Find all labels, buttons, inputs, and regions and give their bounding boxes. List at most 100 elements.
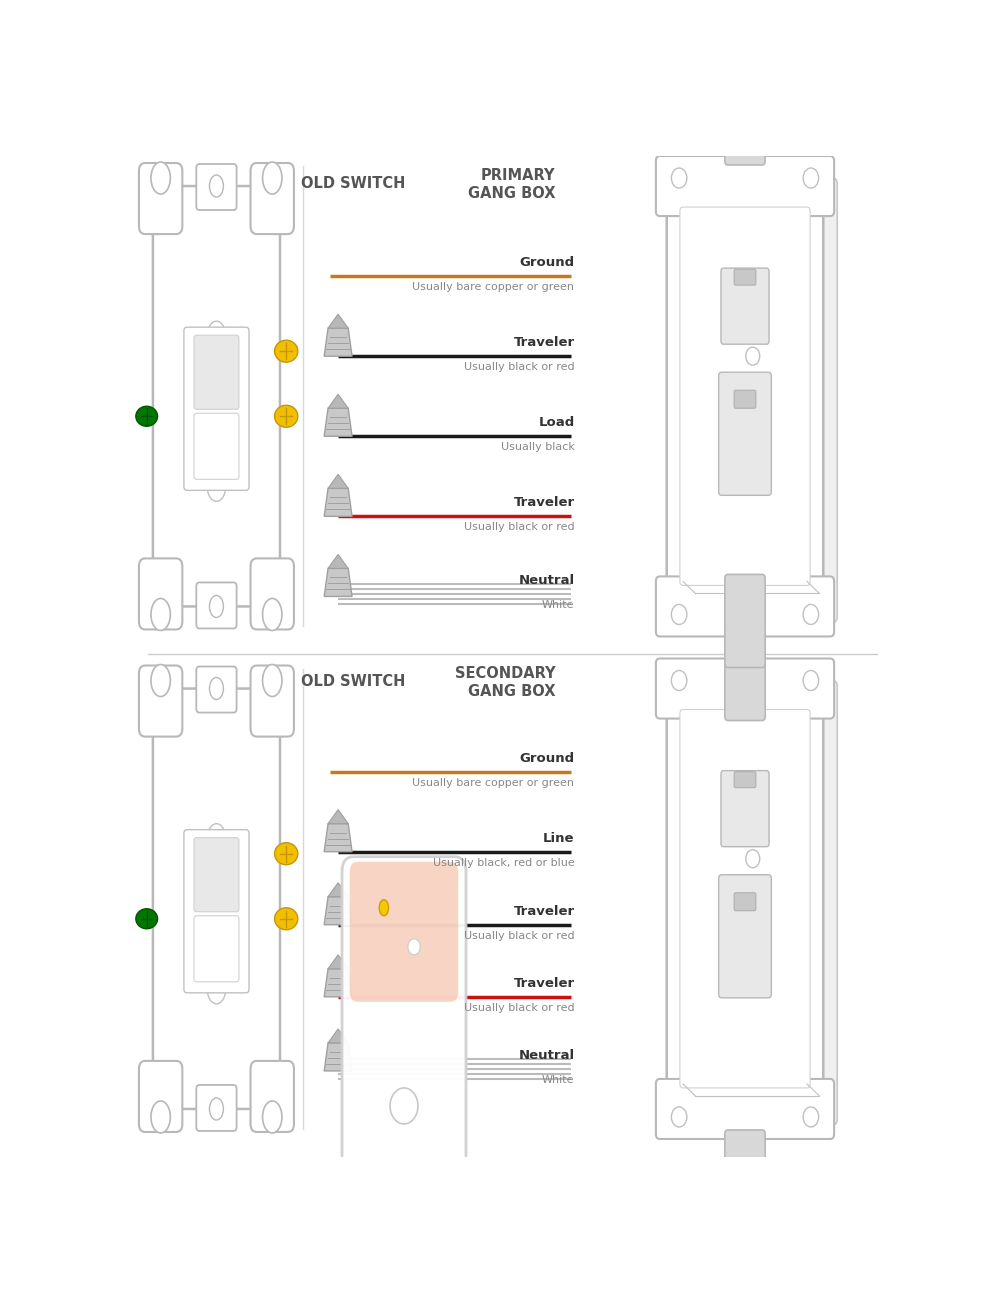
Circle shape — [390, 1088, 418, 1124]
FancyBboxPatch shape — [656, 156, 834, 216]
FancyBboxPatch shape — [656, 659, 834, 719]
Text: Traveler: Traveler — [513, 905, 574, 918]
Text: White: White — [542, 601, 574, 611]
Text: Traveler: Traveler — [513, 497, 574, 510]
Polygon shape — [324, 408, 352, 437]
Text: Usually black or red: Usually black or red — [464, 523, 574, 533]
FancyBboxPatch shape — [196, 164, 237, 211]
Ellipse shape — [151, 162, 170, 194]
FancyBboxPatch shape — [194, 413, 239, 480]
Circle shape — [803, 671, 819, 690]
Ellipse shape — [209, 1098, 223, 1121]
FancyBboxPatch shape — [734, 269, 756, 285]
Text: Traveler: Traveler — [513, 976, 574, 989]
Ellipse shape — [263, 162, 282, 194]
Text: Usually black or red: Usually black or red — [464, 931, 574, 941]
Ellipse shape — [263, 598, 282, 630]
Ellipse shape — [151, 1101, 170, 1134]
FancyBboxPatch shape — [725, 72, 765, 165]
Ellipse shape — [275, 842, 298, 864]
Text: OLD SWITCH: OLD SWITCH — [301, 176, 406, 191]
Polygon shape — [324, 897, 352, 924]
Text: Usually black, red or blue: Usually black, red or blue — [433, 858, 574, 867]
FancyBboxPatch shape — [342, 857, 466, 1187]
FancyBboxPatch shape — [139, 162, 182, 234]
Circle shape — [671, 671, 687, 690]
Text: Ground: Ground — [519, 256, 574, 269]
Text: Neutral: Neutral — [518, 575, 574, 588]
FancyBboxPatch shape — [139, 666, 182, 737]
Circle shape — [803, 168, 819, 188]
Polygon shape — [328, 394, 348, 408]
Text: Line: Line — [543, 832, 574, 845]
FancyBboxPatch shape — [196, 582, 237, 628]
Text: Usually bare copper or green: Usually bare copper or green — [413, 777, 574, 788]
FancyBboxPatch shape — [251, 1061, 294, 1132]
FancyBboxPatch shape — [196, 667, 237, 712]
Polygon shape — [324, 1043, 352, 1071]
Circle shape — [746, 959, 760, 978]
FancyBboxPatch shape — [153, 186, 280, 606]
FancyBboxPatch shape — [681, 680, 837, 1124]
Circle shape — [746, 458, 760, 476]
Text: Traveler: Traveler — [513, 337, 574, 350]
FancyBboxPatch shape — [196, 1086, 237, 1131]
Text: Ground: Ground — [519, 751, 574, 764]
Polygon shape — [324, 968, 352, 997]
Text: Usually black or red: Usually black or red — [464, 363, 574, 372]
Text: White: White — [542, 1075, 574, 1086]
Circle shape — [746, 850, 760, 867]
Polygon shape — [328, 554, 348, 568]
Circle shape — [746, 347, 760, 365]
Ellipse shape — [151, 598, 170, 630]
FancyBboxPatch shape — [194, 837, 239, 911]
FancyBboxPatch shape — [667, 179, 823, 612]
Ellipse shape — [275, 341, 298, 363]
Ellipse shape — [151, 664, 170, 697]
Circle shape — [803, 604, 819, 624]
Text: Usually bare copper or green: Usually bare copper or green — [413, 282, 574, 293]
Text: GANG BOX: GANG BOX — [468, 684, 555, 698]
Polygon shape — [324, 489, 352, 516]
Polygon shape — [328, 810, 348, 824]
Text: GANG BOX: GANG BOX — [468, 186, 555, 202]
Polygon shape — [324, 568, 352, 597]
FancyBboxPatch shape — [184, 829, 249, 993]
Ellipse shape — [136, 909, 158, 928]
Ellipse shape — [207, 472, 226, 502]
Text: SECONDARY: SECONDARY — [454, 666, 555, 680]
Circle shape — [671, 168, 687, 188]
Ellipse shape — [263, 1101, 282, 1134]
FancyBboxPatch shape — [681, 178, 837, 623]
Ellipse shape — [209, 595, 223, 617]
FancyBboxPatch shape — [734, 390, 756, 408]
FancyBboxPatch shape — [719, 372, 771, 495]
Ellipse shape — [209, 176, 223, 198]
Text: Load: Load — [538, 416, 574, 429]
Text: OLD SWITCH: OLD SWITCH — [301, 673, 406, 689]
FancyBboxPatch shape — [656, 1079, 834, 1139]
FancyBboxPatch shape — [667, 682, 823, 1115]
FancyBboxPatch shape — [719, 875, 771, 998]
FancyBboxPatch shape — [734, 893, 756, 911]
FancyBboxPatch shape — [139, 559, 182, 629]
FancyBboxPatch shape — [153, 689, 280, 1109]
Ellipse shape — [209, 677, 223, 699]
FancyBboxPatch shape — [194, 335, 239, 410]
Polygon shape — [328, 315, 348, 328]
FancyBboxPatch shape — [721, 771, 769, 846]
FancyBboxPatch shape — [680, 207, 810, 585]
Circle shape — [408, 939, 420, 954]
FancyBboxPatch shape — [350, 862, 458, 1002]
Polygon shape — [324, 824, 352, 852]
Circle shape — [803, 1108, 819, 1127]
Ellipse shape — [207, 974, 226, 1004]
FancyBboxPatch shape — [725, 628, 765, 720]
Circle shape — [671, 1108, 687, 1127]
Text: Usually black or red: Usually black or red — [464, 1002, 574, 1013]
Ellipse shape — [136, 406, 158, 426]
Text: PRIMARY: PRIMARY — [481, 168, 555, 183]
FancyBboxPatch shape — [680, 710, 810, 1088]
Text: Usually black: Usually black — [501, 442, 574, 452]
Polygon shape — [328, 883, 348, 897]
